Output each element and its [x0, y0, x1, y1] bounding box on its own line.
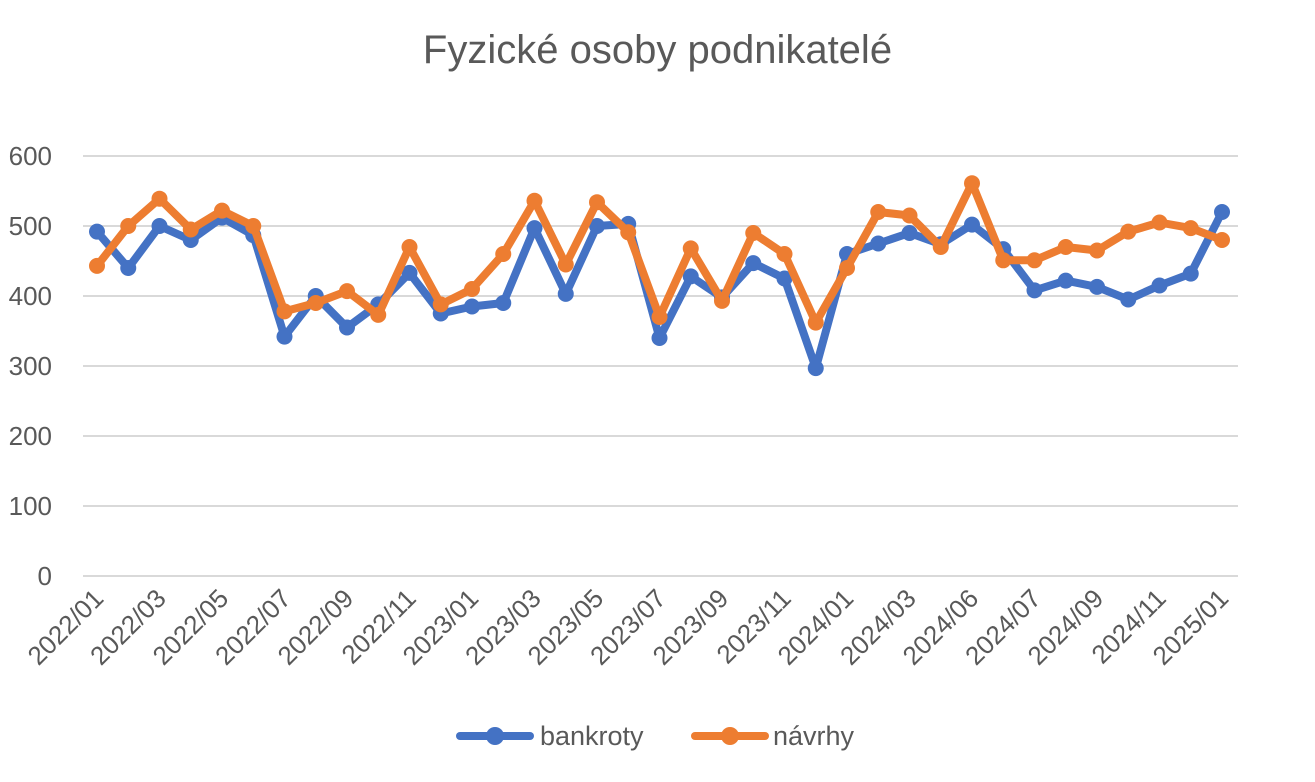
data-point [432, 296, 449, 313]
data-point [1026, 282, 1043, 299]
y-tick-label: 300 [9, 351, 52, 381]
data-point [1214, 232, 1230, 248]
data-point [339, 319, 355, 336]
legend-marker [486, 727, 504, 745]
data-point [214, 202, 230, 219]
data-point [964, 175, 980, 192]
y-tick-label: 200 [9, 421, 52, 451]
data-point [776, 246, 793, 262]
data-point [557, 256, 574, 273]
chart-title: Fyzické osoby podnikatelé [422, 28, 893, 72]
legend: bankroty návrhy [456, 721, 855, 751]
data-point [370, 306, 387, 323]
data-point [495, 246, 512, 262]
data-point [620, 224, 637, 241]
data-point [901, 207, 918, 224]
data-point [1120, 223, 1137, 240]
y-tick-label: 0 [38, 561, 52, 591]
gridlines [83, 155, 1238, 577]
data-point [276, 328, 293, 345]
data-point [1089, 278, 1105, 295]
data-point [557, 285, 574, 302]
data-point [682, 268, 699, 285]
data-point [1089, 242, 1105, 259]
data-point [776, 270, 793, 287]
data-point [1182, 265, 1199, 282]
x-axis-ticks: 2022/012022/032022/052022/072022/092022/… [22, 583, 1235, 671]
data-point [651, 330, 668, 346]
series-line-navrhy [93, 179, 1226, 327]
y-tick-label: 600 [9, 141, 52, 171]
data-point [1151, 277, 1168, 294]
data-point [89, 223, 105, 240]
data-point [1057, 239, 1074, 255]
data-point [526, 192, 543, 209]
data-point [964, 216, 980, 233]
data-point [870, 235, 887, 252]
data-point [151, 218, 168, 234]
data-point [932, 239, 949, 255]
data-point [182, 221, 199, 238]
data-point [995, 252, 1012, 269]
y-axis-ticks: 0 100 200 300 400 500 600 [9, 141, 52, 591]
data-point [339, 283, 355, 300]
data-point [589, 194, 605, 211]
data-point [276, 303, 293, 320]
y-tick-label: 100 [9, 491, 52, 521]
data-point [495, 295, 512, 311]
data-point [526, 220, 543, 237]
data-point [89, 257, 105, 274]
data-point [714, 292, 730, 309]
data-point [1120, 291, 1137, 308]
data-point [401, 264, 418, 281]
legend-label: bankroty [540, 721, 644, 751]
y-tick-label: 500 [9, 211, 52, 241]
data-point [120, 218, 137, 234]
data-point [682, 240, 699, 257]
data-point [870, 204, 887, 220]
data-point [464, 298, 480, 315]
legend-marker [721, 727, 739, 745]
data-point [245, 218, 262, 234]
data-point [120, 260, 137, 276]
data-point [839, 260, 855, 276]
data-point [307, 295, 324, 311]
data-point [1151, 214, 1168, 231]
data-point [1026, 252, 1043, 269]
series-layer [89, 175, 1230, 377]
data-point [651, 309, 668, 325]
data-point [1182, 220, 1199, 237]
data-point [901, 225, 918, 241]
data-point [807, 314, 824, 331]
data-point [745, 225, 762, 241]
data-point [151, 190, 168, 207]
data-point [464, 281, 480, 297]
data-point [807, 360, 824, 377]
legend-label: návrhy [773, 721, 855, 751]
data-point [589, 218, 605, 234]
data-point [1214, 204, 1230, 220]
data-point [401, 239, 418, 255]
y-tick-label: 400 [9, 281, 52, 311]
data-point [745, 255, 762, 272]
data-point [1057, 272, 1074, 289]
